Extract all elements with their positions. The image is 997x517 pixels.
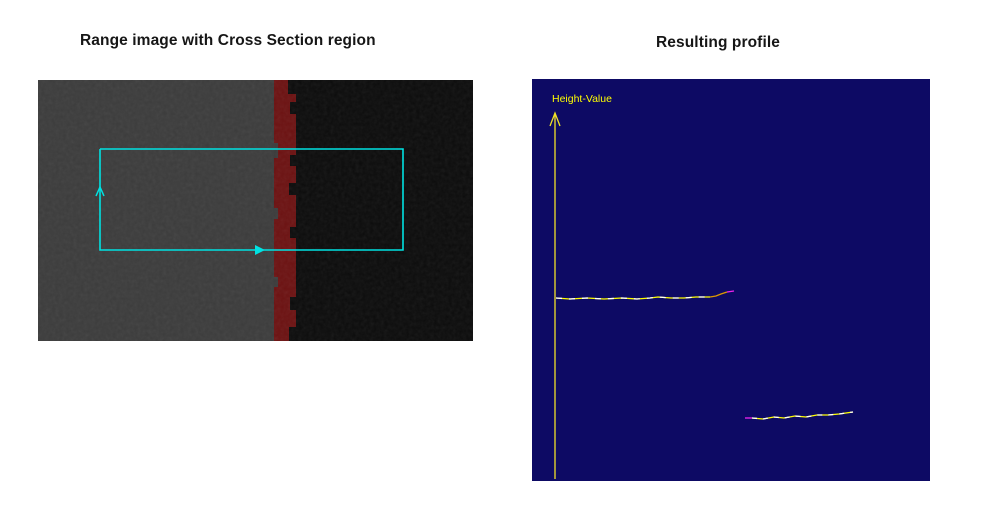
range-image xyxy=(38,80,473,341)
right-figure-title: Resulting profile xyxy=(656,34,780,51)
image-noise-texture xyxy=(38,80,473,341)
y-axis xyxy=(549,111,561,479)
axis-label: Height-Value xyxy=(552,93,612,105)
left-figure-title: Range image with Cross Section region xyxy=(80,32,376,49)
cross-section-region xyxy=(95,148,404,255)
profile-plot-panel: Height-Value xyxy=(532,79,930,481)
profile-curves xyxy=(555,290,854,420)
